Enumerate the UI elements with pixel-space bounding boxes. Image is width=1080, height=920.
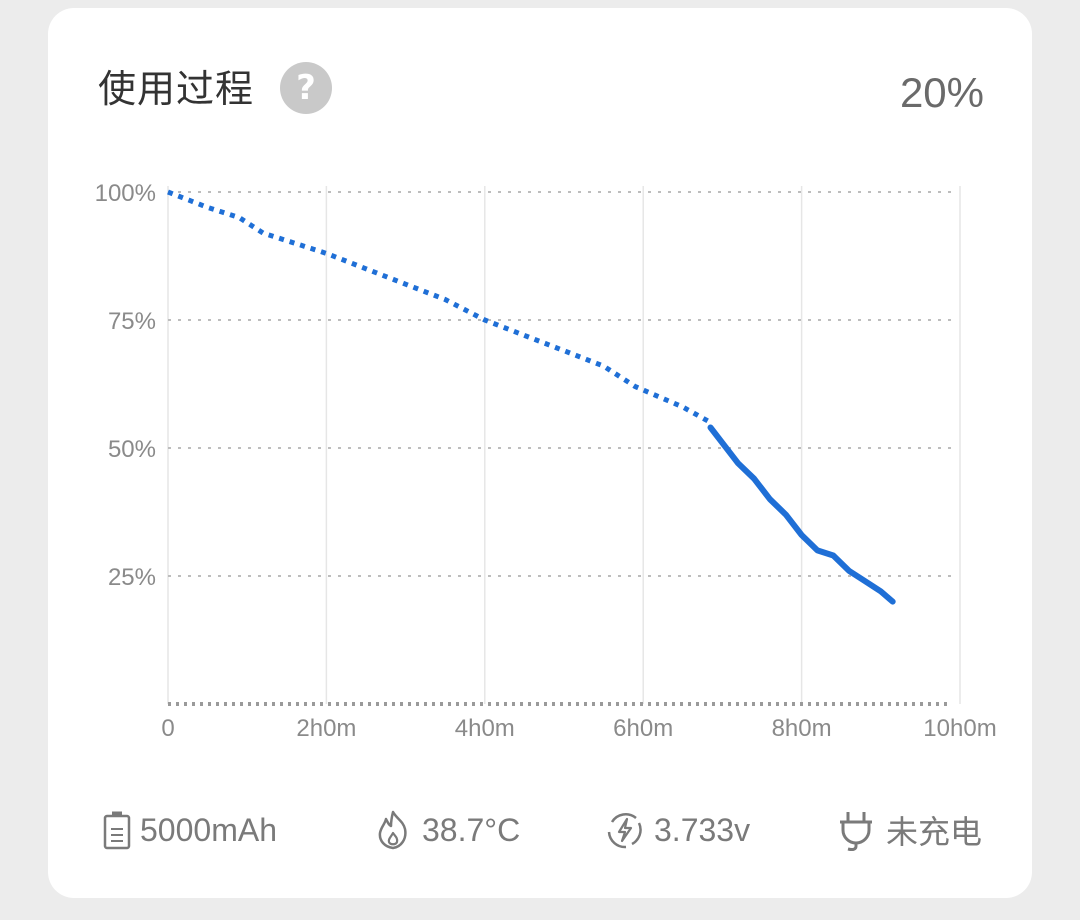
temperature-value: 38.7°C [422, 811, 521, 848]
battery-icon [103, 811, 131, 850]
voltage-icon [607, 813, 642, 849]
battery-usage-card [48, 8, 1032, 898]
help-icon[interactable]: ? [280, 62, 332, 114]
charge-status-stat: 未充电 [834, 806, 982, 854]
charge-status-value: 未充电 [886, 814, 983, 850]
section-title: 使用过程 [98, 67, 255, 111]
voltage-stat: 3.733v [604, 806, 750, 854]
capacity-stat: 5000mAh [102, 806, 277, 854]
temperature-stat: 38.7°C [372, 806, 520, 854]
current-battery-percent: 20% [899, 69, 984, 116]
flame-icon [378, 810, 407, 850]
voltage-value: 3.733v [654, 811, 751, 848]
plug-icon [840, 812, 872, 852]
capacity-value: 5000mAh [140, 811, 277, 848]
